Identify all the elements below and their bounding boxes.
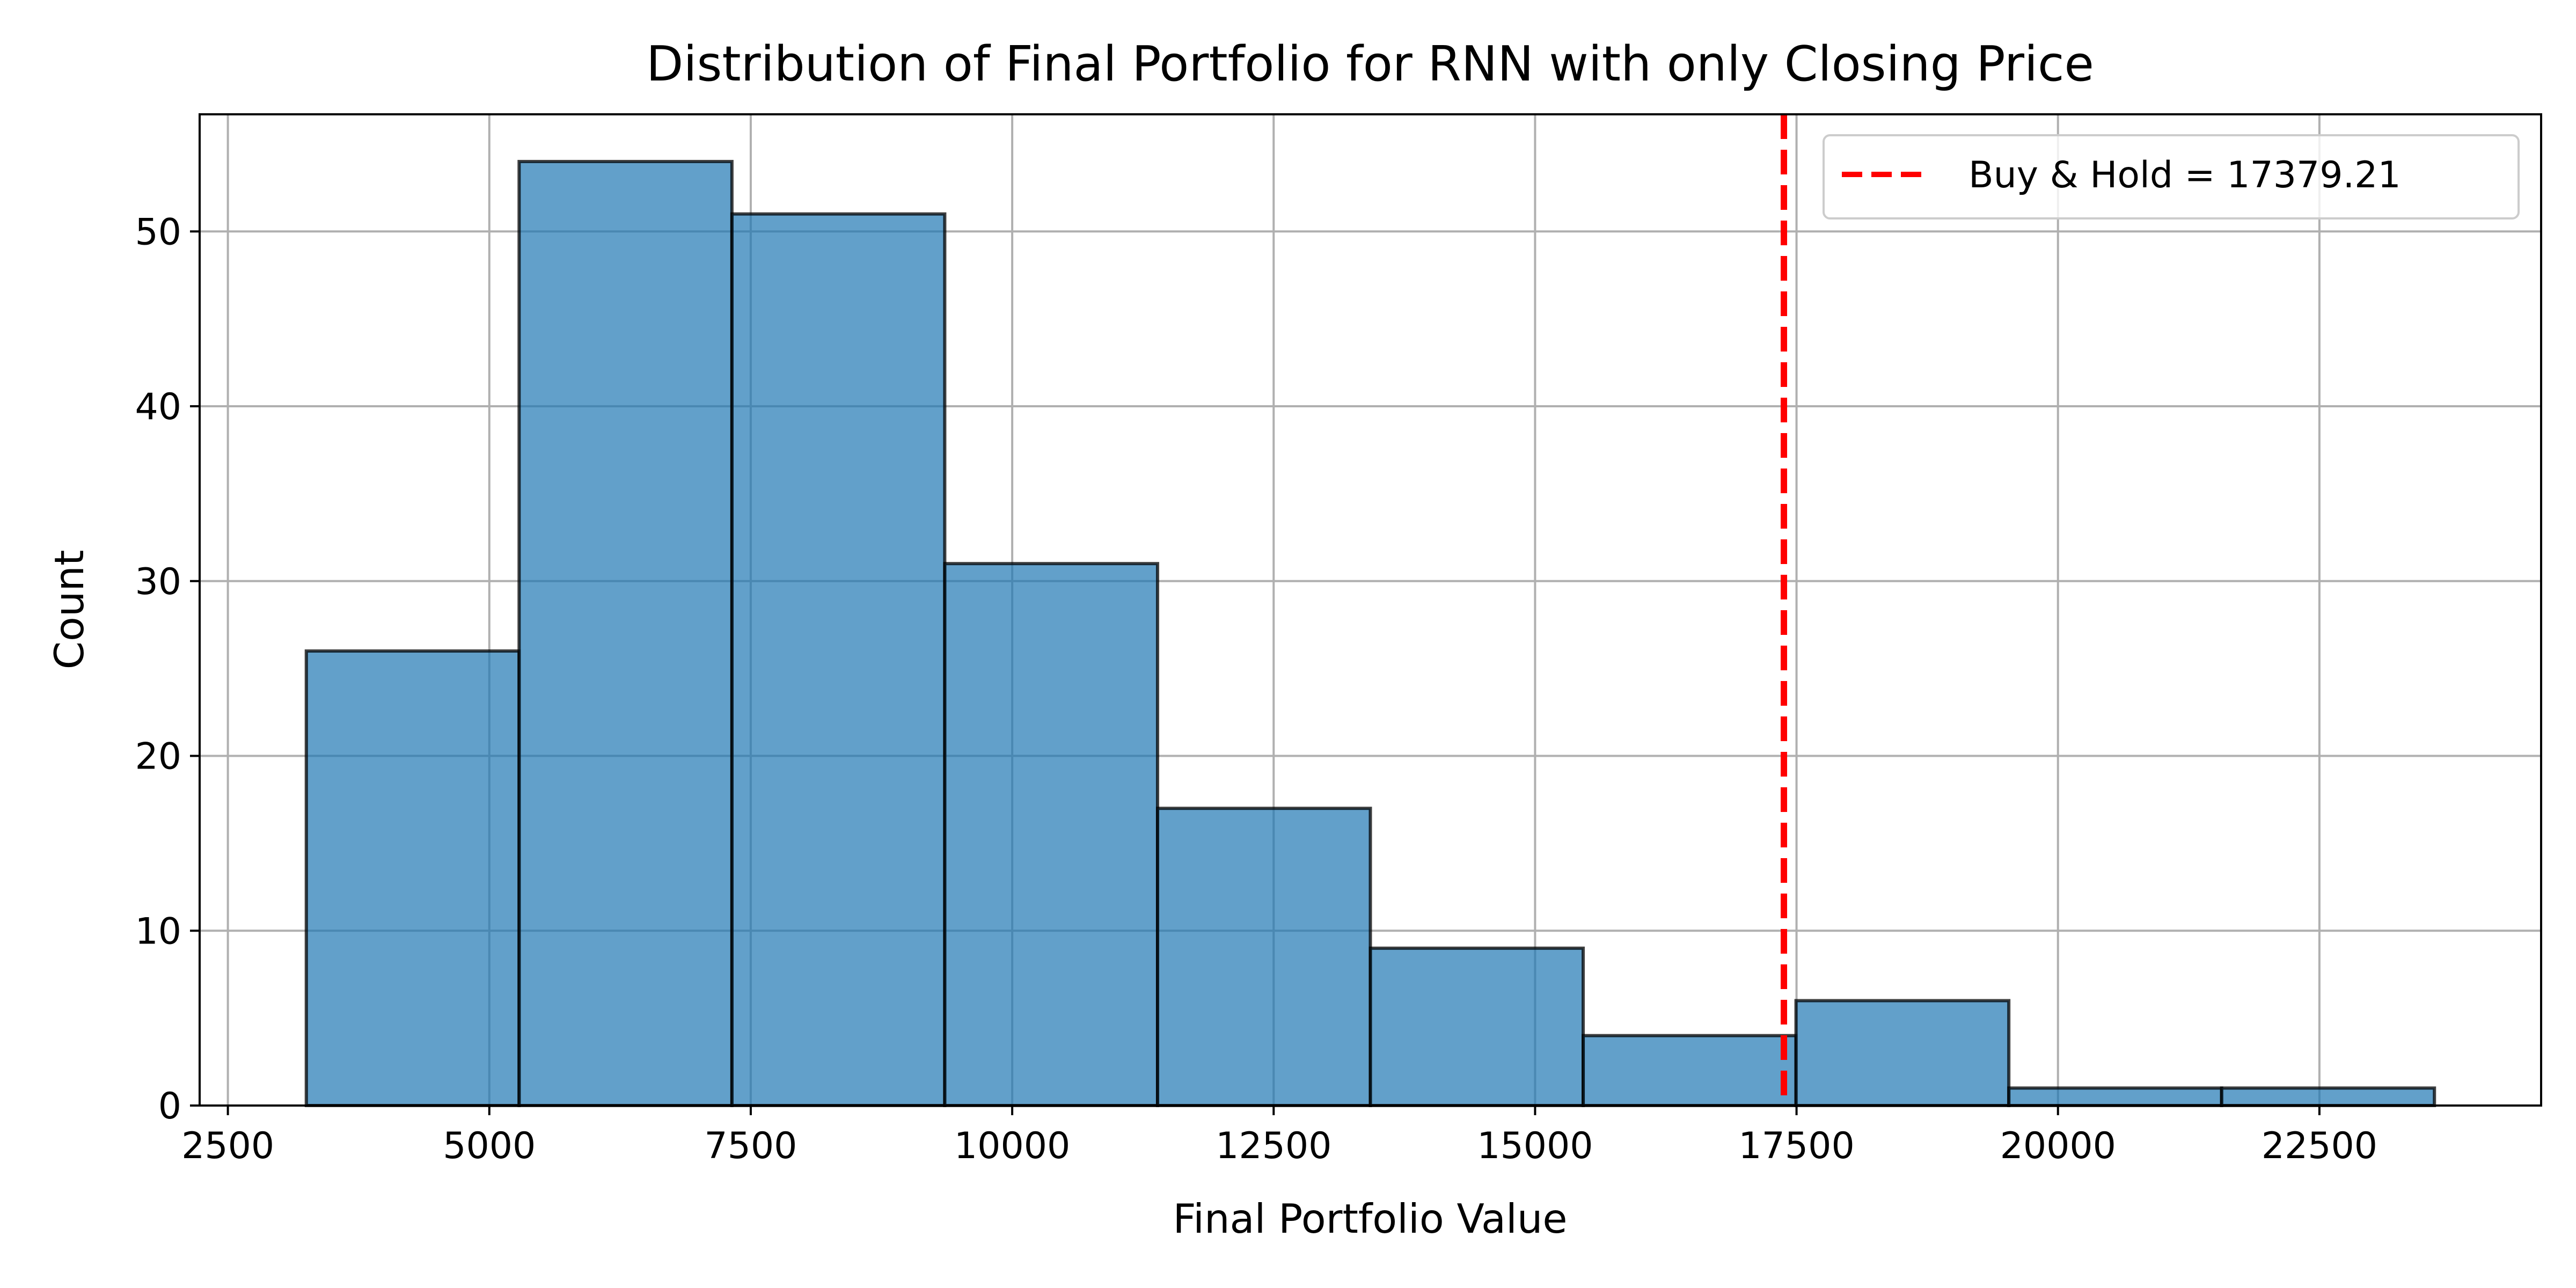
y-tick-label: 0 <box>158 1085 181 1128</box>
y-tick-label: 30 <box>135 561 181 603</box>
x-tick-label: 12500 <box>1216 1125 1331 1167</box>
histogram-bar <box>2007 1086 2223 1108</box>
y-tick-label: 50 <box>135 211 181 253</box>
y-tick-label: 20 <box>135 736 181 778</box>
legend: Buy & Hold = 17379.21 <box>1823 134 2520 219</box>
y-axis-ticks: 0 10 20 30 40 50 <box>135 211 200 1128</box>
histogram-bar <box>1794 999 2011 1108</box>
histogram-bar <box>943 562 1159 1107</box>
histogram-bars <box>304 159 2436 1108</box>
x-tick-label: 5000 <box>443 1125 536 1167</box>
x-tick-label: 2500 <box>181 1125 274 1167</box>
histogram-bar <box>517 159 734 1107</box>
legend-box <box>1823 134 2520 219</box>
x-tick-label: 7500 <box>704 1125 797 1167</box>
plot-area-frame <box>199 113 2542 1107</box>
x-axis-ticks: 2500 5000 7500 10000 12500 15000 17500 20000 225… <box>181 1106 2377 1167</box>
histogram-bar <box>2220 1086 2436 1108</box>
x-tick-label: 15000 <box>1477 1125 1593 1167</box>
histogram-bar <box>1582 1034 1798 1108</box>
histogram-bar <box>304 649 521 1107</box>
legend-label: Buy & Hold = 17379.21 <box>1968 154 2401 196</box>
histogram-bar <box>1155 807 1372 1107</box>
x-axis-label: Final Portfolio Value <box>1173 1195 1567 1242</box>
chart-title: Distribution of Final Portfolio for RNN … <box>646 36 2094 92</box>
y-tick-label: 40 <box>135 386 181 428</box>
x-tick-label: 22500 <box>2262 1125 2377 1167</box>
x-tick-label: 20000 <box>2000 1125 2116 1167</box>
x-tick-label: 10000 <box>954 1125 1070 1167</box>
histogram-bar <box>1368 946 1585 1108</box>
y-tick-label: 10 <box>135 910 181 953</box>
x-tick-label: 17500 <box>1738 1125 1854 1167</box>
y-axis-label: Count <box>46 550 93 670</box>
histogram-bar <box>730 212 947 1107</box>
